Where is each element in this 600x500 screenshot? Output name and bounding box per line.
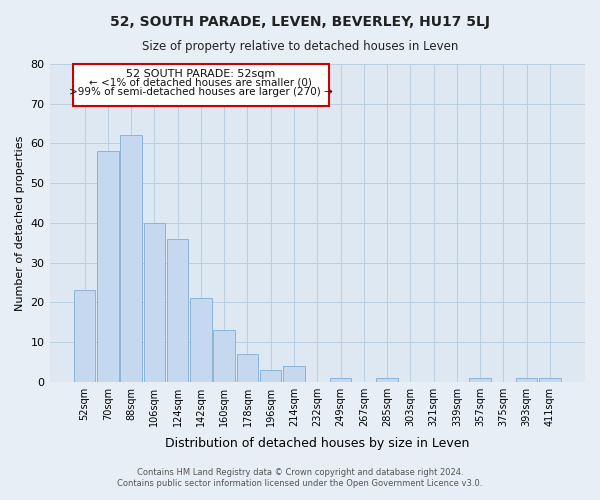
Bar bbox=[237, 354, 258, 382]
Y-axis label: Number of detached properties: Number of detached properties bbox=[15, 135, 25, 310]
Bar bbox=[121, 136, 142, 382]
Bar bbox=[330, 378, 351, 382]
Bar bbox=[283, 366, 305, 382]
Bar bbox=[539, 378, 560, 382]
Bar bbox=[214, 330, 235, 382]
Bar bbox=[469, 378, 491, 382]
Bar bbox=[190, 298, 212, 382]
Bar bbox=[167, 238, 188, 382]
X-axis label: Distribution of detached houses by size in Leven: Distribution of detached houses by size … bbox=[165, 437, 469, 450]
Bar bbox=[260, 370, 281, 382]
Text: 52 SOUTH PARADE: 52sqm: 52 SOUTH PARADE: 52sqm bbox=[127, 69, 275, 79]
Text: >99% of semi-detached houses are larger (270) →: >99% of semi-detached houses are larger … bbox=[69, 87, 333, 97]
Bar bbox=[376, 378, 398, 382]
Text: Contains HM Land Registry data © Crown copyright and database right 2024.
Contai: Contains HM Land Registry data © Crown c… bbox=[118, 468, 482, 487]
Text: ← <1% of detached houses are smaller (0): ← <1% of detached houses are smaller (0) bbox=[89, 78, 313, 88]
Bar bbox=[74, 290, 95, 382]
Text: 52, SOUTH PARADE, LEVEN, BEVERLEY, HU17 5LJ: 52, SOUTH PARADE, LEVEN, BEVERLEY, HU17 … bbox=[110, 15, 490, 29]
Bar bbox=[97, 152, 119, 382]
Bar bbox=[143, 223, 165, 382]
Bar bbox=[516, 378, 538, 382]
FancyBboxPatch shape bbox=[73, 64, 329, 106]
Text: Size of property relative to detached houses in Leven: Size of property relative to detached ho… bbox=[142, 40, 458, 53]
